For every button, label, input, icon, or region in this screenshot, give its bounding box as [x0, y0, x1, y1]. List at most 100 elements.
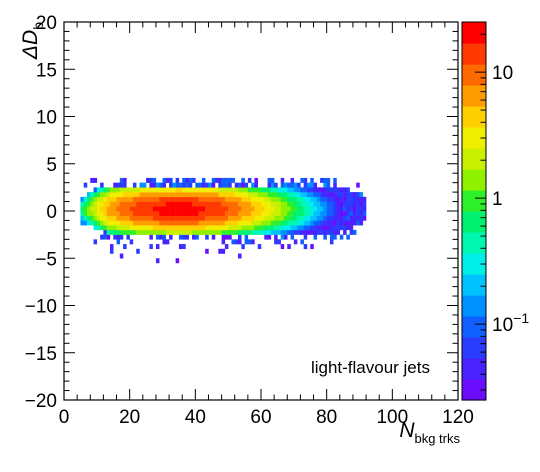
heatmap-cell [152, 192, 157, 198]
heatmap-cell [129, 206, 134, 212]
heatmap-cell [244, 215, 249, 221]
y-tick-label: −15 [25, 344, 57, 365]
heatmap-cell [349, 225, 354, 231]
heatmap-cell [336, 192, 341, 198]
heatmap-cell [224, 177, 229, 183]
heatmap-cell [126, 206, 130, 212]
heatmap-cell [155, 196, 160, 202]
heatmap-cell [113, 225, 117, 231]
heatmap-cell [113, 192, 117, 198]
heatmap-cell [205, 196, 209, 202]
heatmap-cell [175, 220, 180, 226]
heatmap-cell [287, 211, 291, 216]
heatmap-cell [234, 211, 239, 216]
heatmap-cell [329, 211, 334, 216]
heatmap-cell [106, 215, 111, 221]
heatmap-cell [142, 229, 147, 235]
heatmap-cell [247, 206, 252, 212]
heatmap-cell [162, 239, 167, 245]
heatmap-cell [162, 211, 167, 216]
heatmap-cell [93, 177, 98, 183]
heatmap-cell [313, 225, 318, 231]
heatmap-cell [310, 206, 314, 212]
heatmap-cell [119, 234, 124, 240]
heatmap-cell [162, 229, 167, 235]
heatmap-cell [80, 215, 84, 221]
heatmap-cell [178, 182, 183, 188]
heatmap-cell [280, 201, 285, 207]
heatmap-cell [116, 206, 121, 212]
heatmap-cell [178, 206, 183, 212]
heatmap-cell [123, 225, 127, 231]
heatmap-cell [198, 220, 203, 226]
heatmap-cell [238, 182, 242, 188]
color-scale-band [462, 211, 486, 233]
heatmap-cell [297, 182, 301, 188]
heatmap-cell [267, 196, 272, 202]
heatmap-cell [93, 187, 98, 193]
heatmap-cell [152, 225, 157, 231]
heatmap-cell [175, 258, 180, 264]
heatmap-cell [192, 196, 196, 202]
heatmap-cell [142, 215, 147, 221]
heatmap-cell [182, 201, 186, 207]
heatmap-cell [280, 182, 285, 188]
heatmap-cell [300, 225, 304, 231]
heatmap-cell [188, 220, 193, 226]
heatmap-cell [218, 248, 222, 254]
heatmap-cell [333, 234, 337, 240]
heatmap-cell [231, 229, 235, 235]
heatmap-cell [300, 206, 304, 212]
heatmap-cell [159, 225, 163, 231]
heatmap-cell [234, 229, 239, 235]
heatmap-cell [241, 201, 245, 207]
heatmap-cell [159, 182, 163, 188]
heatmap-cell [280, 192, 285, 198]
heatmap-cell [244, 182, 249, 188]
heatmap-cell [93, 220, 98, 226]
heatmap-cell [96, 201, 101, 207]
heatmap-cell [155, 201, 160, 207]
heatmap-cell [182, 225, 186, 231]
heatmap-cell [188, 211, 193, 216]
heatmap-cell [241, 177, 245, 183]
heatmap-cell [152, 187, 157, 193]
heatmap-cell [326, 206, 331, 212]
heatmap-cell [201, 182, 206, 188]
heatmap-cell [119, 196, 124, 202]
heatmap-cell [126, 192, 130, 198]
heatmap-cell [323, 211, 327, 216]
heatmap-cell [300, 211, 304, 216]
heatmap-cell [306, 225, 311, 231]
heatmap-cell [152, 220, 157, 226]
heatmap-cell [205, 206, 209, 212]
heatmap-cell [310, 192, 314, 198]
heatmap-cell [356, 211, 360, 216]
heatmap-cell [362, 215, 367, 221]
heatmap-cell [329, 234, 334, 240]
heatmap-cell [329, 215, 334, 221]
heatmap-cell [96, 225, 101, 231]
heatmap-cell [221, 206, 226, 212]
heatmap-cell [208, 206, 212, 212]
heatmap-cell [185, 196, 190, 202]
heatmap-cell [109, 201, 114, 207]
heatmap-cell [346, 211, 350, 216]
heatmap-cell [339, 225, 344, 231]
heatmap-cell [201, 201, 206, 207]
heatmap-cell [100, 234, 104, 240]
heatmap-cell [201, 206, 206, 212]
heatmap-cell [329, 225, 334, 231]
heatmap-cell [346, 196, 350, 202]
heatmap-cell [313, 220, 318, 226]
heatmap-cell [320, 225, 324, 231]
heatmap-cell [100, 187, 104, 193]
heatmap-cell [93, 215, 98, 221]
heatmap-cell [333, 206, 337, 212]
heatmap-cell [241, 211, 245, 216]
heatmap-cell [238, 225, 242, 231]
heatmap-cell [349, 229, 354, 235]
heatmap-cell [270, 215, 275, 221]
heatmap-cell [178, 215, 183, 221]
heatmap-cell [251, 229, 255, 235]
